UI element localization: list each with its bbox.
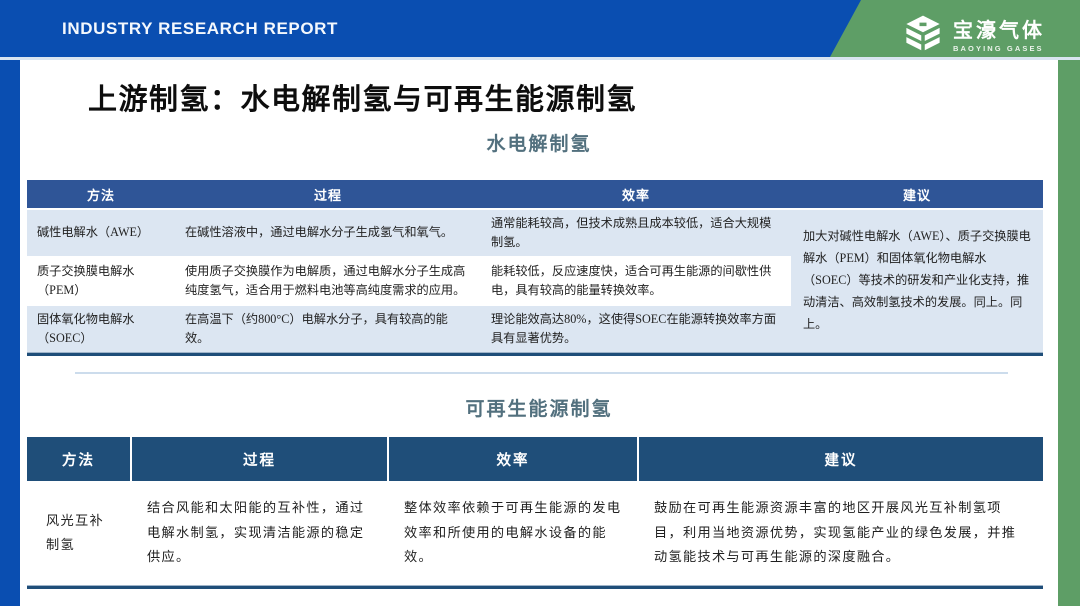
column-header-process: 过程 (175, 180, 481, 210)
cell-suggestion: 鼓励在可再生能源资源丰富的地区开展风光互补制氢项目，利用当地资源优势，实现氢能产… (638, 481, 1043, 585)
cell-method: 碱性电解水（AWE） (27, 209, 175, 258)
cell-suggestion-merged: 加大对碱性电解水（AWE）、质子交换膜电解水（PEM）和固体氧化物电解水（SOE… (791, 209, 1043, 352)
cell-process: 在碱性溶液中，通过电解水分子生成氢气和氧气。 (175, 209, 481, 258)
table2-bottom-border (27, 586, 1043, 589)
section-divider-line (75, 372, 1008, 374)
column-header-method: 方法 (27, 437, 131, 481)
column-header-efficiency: 效率 (387, 437, 638, 481)
table2-header-row: 方法 过程 效率 建议 (27, 437, 1043, 481)
left-edge-strip (0, 60, 20, 606)
logo-cube-icon (902, 13, 944, 60)
renewable-hydrogen-table: 方法 过程 效率 建议 风光互补制氢 结合风能和太阳能的互补性，通过电解水制氢，… (27, 437, 1043, 589)
cell-method: 固体氧化物电解水（SOEC） (27, 304, 175, 352)
cell-process: 在高温下（约800°C）电解水分子，具有较高的能效。 (175, 304, 481, 352)
report-title: INDUSTRY RESEARCH REPORT (62, 19, 339, 38)
section-subtitle-water-electrolysis: 水电解制氢 (486, 134, 592, 155)
column-header-efficiency: 效率 (481, 180, 791, 210)
cell-process: 使用质子交换膜作为电解质，通过电解水分子生成高纯度氢气，适合用于燃料电池等高纯度… (175, 256, 481, 306)
cell-efficiency: 通常能耗较高，但技术成熟且成本较低，适合大规模制氢。 (481, 209, 791, 258)
column-header-process: 过程 (130, 437, 388, 481)
cell-method: 质子交换膜电解水（PEM） (27, 256, 175, 306)
section-subtitle-renewable: 可再生能源制氢 (465, 399, 613, 420)
banner-divider (0, 57, 1080, 60)
cell-method: 风光互补制氢 (27, 481, 131, 585)
company-logo: 宝濠气体 BAOYING GASES (902, 13, 1045, 60)
page-title: 上游制氢：水电解制氢与可再生能源制氢 (88, 84, 638, 116)
logo-name-cn: 宝濠气体 (953, 19, 1045, 42)
table1-header-row: 方法 过程 效率 建议 (27, 180, 1043, 210)
column-header-suggestion: 建议 (791, 180, 1043, 210)
cell-efficiency: 能耗较低，反应速度快，适合可再生能源的间歇性供电，具有较高的能量转换效率。 (481, 256, 791, 306)
table-row-soec: 固体氧化物电解水（SOEC） 在高温下（约800°C）电解水分子，具有较高的能效… (27, 304, 1043, 352)
column-header-suggestion: 建议 (637, 437, 1043, 481)
table-row-pem: 质子交换膜电解水（PEM） 使用质子交换膜作为电解质，通过电解水分子生成高纯度氢… (27, 256, 1043, 306)
table1-bottom-border-light (27, 351, 1043, 353)
logo-text: 宝濠气体 BAOYING GASES (953, 21, 1045, 53)
water-electrolysis-table: 方法 过程 效率 建议 碱性电解水（AWE） 在碱性溶液中，通过电解水分子生成氢… (27, 180, 1043, 356)
table-row-wind-solar: 风光互补制氢 结合风能和太阳能的互补性，通过电解水制氢，实现清洁能源的稳定供应。… (27, 481, 1043, 585)
cell-efficiency: 理论能效高达80%，这使得SOEC在能源转换效率方面具有显著优势。 (481, 304, 791, 352)
top-banner-green-corner (830, 0, 1080, 57)
right-edge-strip (1058, 60, 1080, 606)
table2-bottom-border-light (27, 585, 1043, 586)
logo-name-en: BAOYING GASES (953, 43, 1044, 53)
cell-process: 结合风能和太阳能的互补性，通过电解水制氢，实现清洁能源的稳定供应。 (131, 481, 388, 585)
cell-efficiency: 整体效率依赖于可再生能源的发电效率和所使用的电解水设备的能效。 (388, 481, 638, 585)
column-header-method: 方法 (27, 180, 175, 210)
table1-bottom-border (27, 352, 1043, 356)
table-row-awe: 碱性电解水（AWE） 在碱性溶液中，通过电解水分子生成氢气和氧气。 通常能耗较高… (27, 209, 1043, 352)
